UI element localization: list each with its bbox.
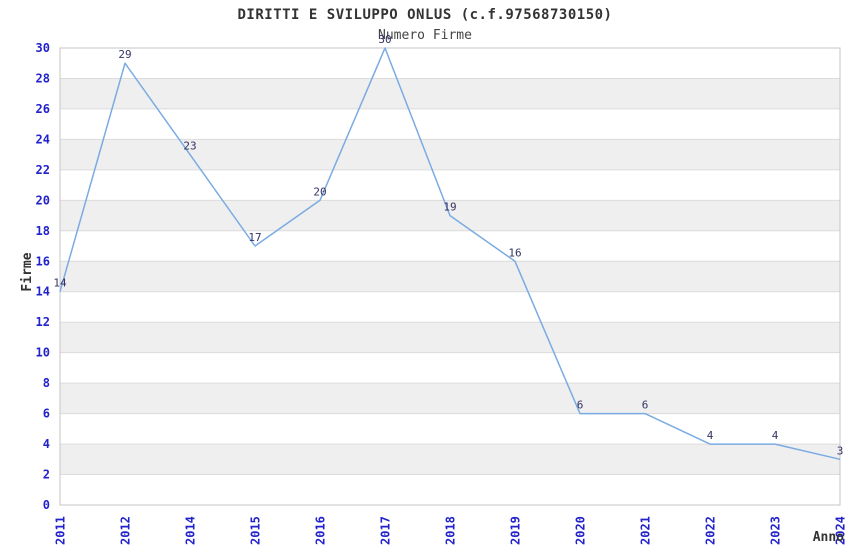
x-axis-title: Anno [812, 530, 844, 545]
data-point-label: 20 [313, 185, 326, 198]
x-tick-label: 2024 [834, 516, 848, 545]
y-tick-label: 30 [36, 41, 50, 55]
y-tick-label: 26 [36, 102, 50, 116]
y-tick-label: 22 [36, 163, 50, 177]
data-point-label: 4 [772, 429, 779, 442]
x-tick-label: 2011 [54, 516, 68, 545]
y-tick-label: 12 [36, 315, 50, 329]
data-line [59, 47, 841, 461]
x-tick-label: 2017 [379, 516, 393, 545]
data-point-label: 3 [837, 444, 844, 457]
chart-subtitle: Numero Firme [378, 28, 472, 43]
x-tick-label: 2022 [704, 516, 718, 545]
x-tick-label: 2012 [119, 516, 133, 545]
y-tick-label: 4 [43, 437, 50, 451]
plot-border [59, 47, 841, 506]
x-tick-label: 2020 [574, 516, 588, 545]
y-tick-label: 20 [36, 193, 50, 207]
data-point-label: 29 [118, 48, 131, 61]
y-tick-label: 0 [43, 498, 50, 512]
y-tick-label: 8 [43, 376, 50, 390]
chart-title: DIRITTI E SVILUPPO ONLUS (c.f.9756873015… [237, 7, 613, 23]
grid-band [60, 444, 840, 475]
x-tick-label: 2023 [769, 516, 783, 545]
x-tick-label: 2019 [509, 516, 523, 545]
y-tick-label: 6 [43, 407, 50, 421]
x-tick-label: 2018 [444, 516, 458, 545]
y-tick-label: 16 [36, 254, 50, 268]
x-tick-label: 2015 [249, 516, 263, 545]
data-point-label: 6 [577, 399, 584, 412]
y-tick-label: 2 [43, 468, 50, 482]
x-tick-label: 2016 [314, 516, 328, 545]
data-point-label: 14 [53, 277, 67, 290]
grid-band [60, 383, 840, 414]
data-point-label: 17 [248, 231, 261, 244]
grid-band [60, 139, 840, 170]
x-tick-label: 2021 [639, 516, 653, 545]
grid-band [60, 78, 840, 109]
grid-band [60, 261, 840, 292]
data-point-label: 30 [378, 33, 391, 46]
y-tick-label: 10 [36, 346, 50, 360]
data-point-label: 19 [443, 201, 456, 214]
grid-band [60, 322, 840, 353]
x-tick-label: 2014 [184, 516, 198, 545]
y-tick-label: 24 [36, 132, 50, 146]
data-point-label: 16 [508, 246, 521, 259]
data-point-label: 6 [642, 399, 649, 412]
y-tick-label: 18 [36, 224, 50, 238]
data-point-label: 4 [707, 429, 714, 442]
data-point-label: 23 [183, 140, 196, 153]
y-tick-label: 14 [36, 285, 50, 299]
y-tick-label: 28 [36, 71, 50, 85]
